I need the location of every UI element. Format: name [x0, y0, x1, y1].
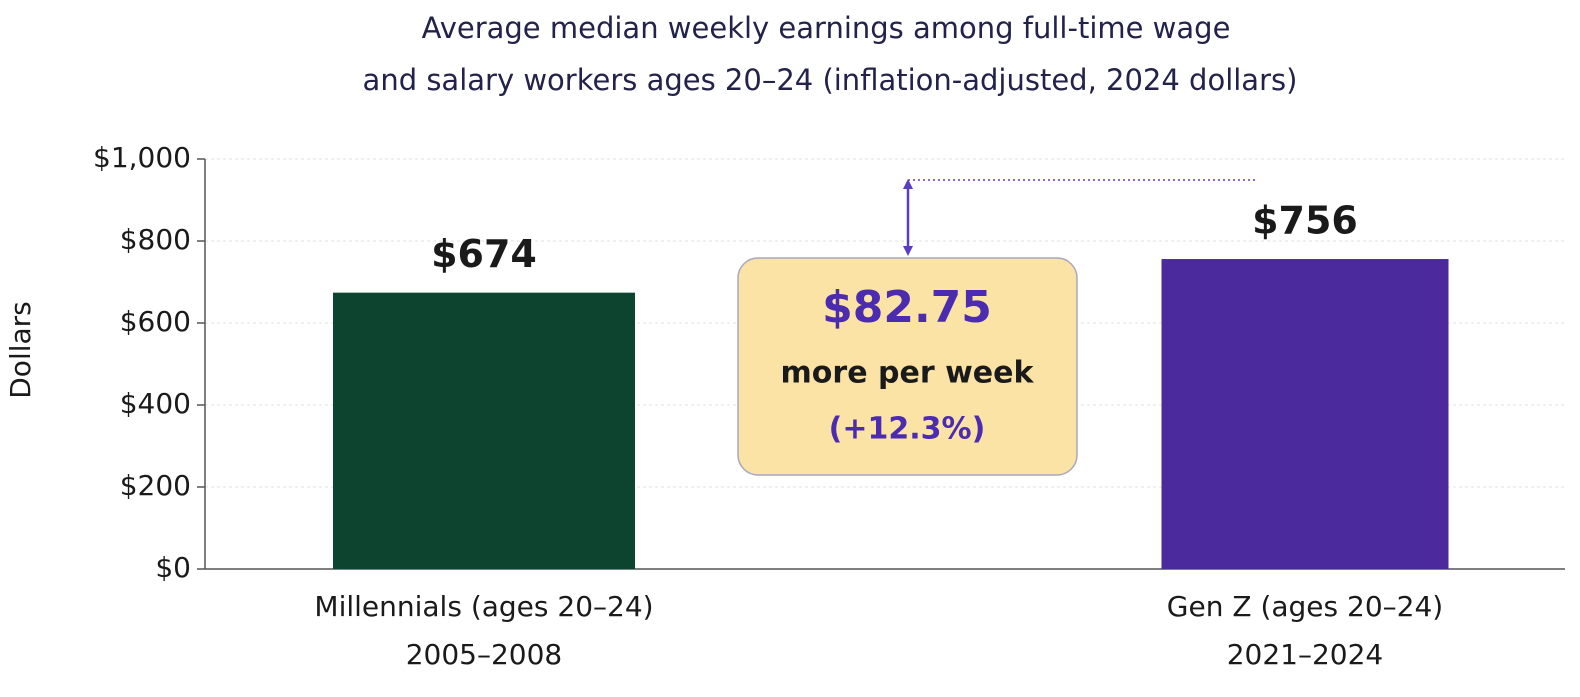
value-label: $756 [1252, 199, 1358, 243]
y-tick-label: $1,000 [93, 141, 191, 174]
bar [333, 292, 635, 569]
y-tick-label: $400 [120, 387, 191, 420]
annotation-text: more per week [781, 356, 1035, 391]
bar [1161, 259, 1449, 569]
value-label: $674 [431, 232, 537, 276]
annotation-change: (+12.3%) [829, 412, 986, 447]
chart-title: Average median weekly earnings among ful… [422, 11, 1231, 45]
y-tick-label: $800 [120, 223, 191, 256]
chart-title: and salary workers ages 20–24 (inflation… [363, 63, 1298, 97]
annotation-box [737, 257, 1078, 476]
x-tick-label: Millennials (ages 20–24) [314, 590, 653, 623]
x-tick-label: Gen Z (ages 20–24) [1167, 590, 1443, 623]
x-tick-label: 2021–2024 [1227, 638, 1384, 671]
y-tick-label: $200 [120, 469, 191, 502]
x-tick-label: 2005–2008 [406, 638, 563, 671]
annotation-amount: $82.75 [822, 282, 992, 333]
y-tick-label: $0 [155, 551, 191, 584]
y-tick-label: $600 [120, 305, 191, 338]
y-axis-label: Dollars [4, 301, 37, 399]
